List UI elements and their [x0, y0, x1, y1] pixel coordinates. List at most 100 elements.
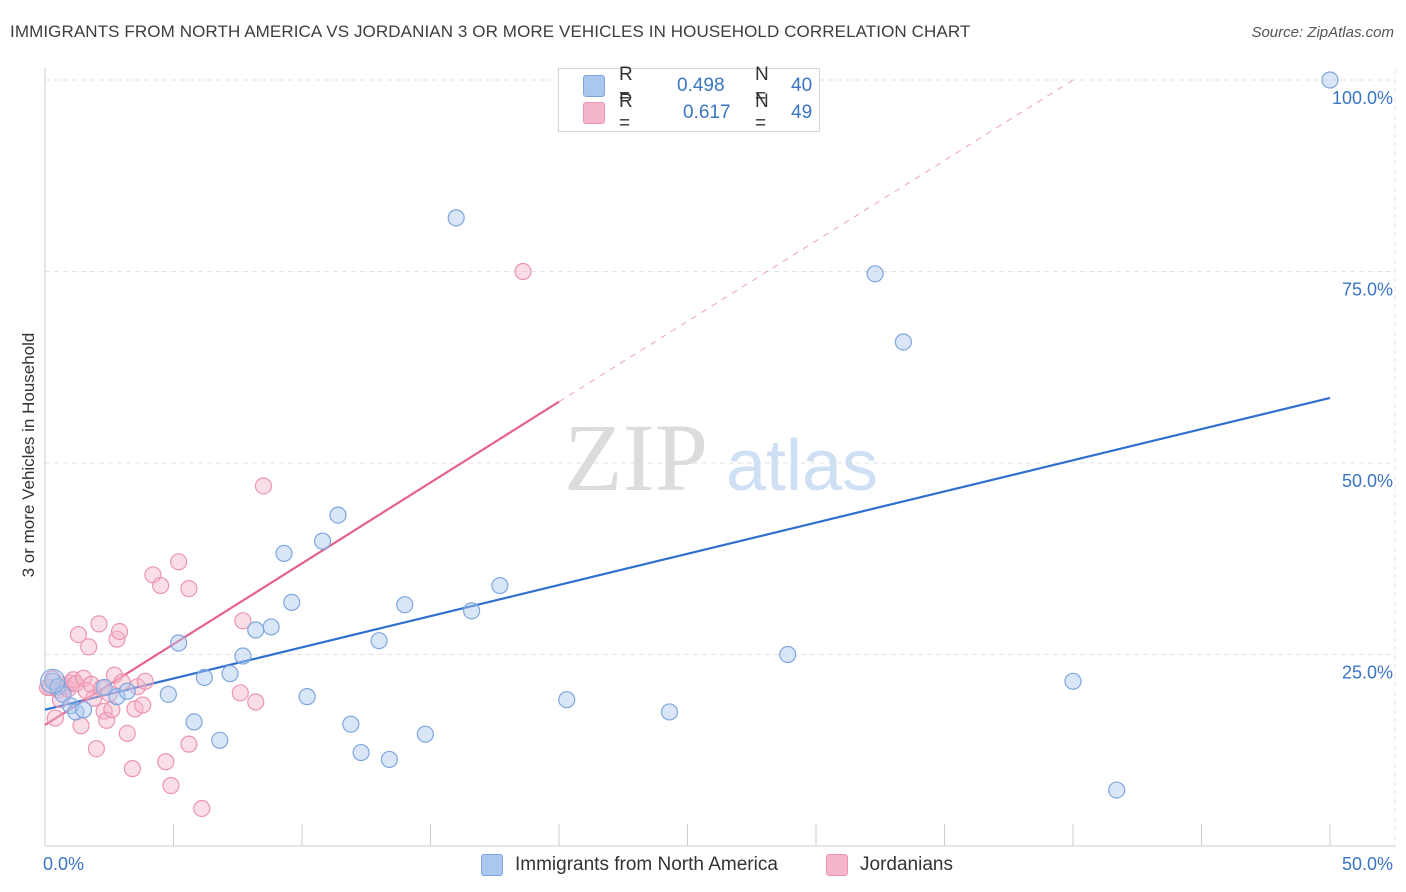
legend-label: Jordanians [860, 854, 953, 875]
north-america-point [159, 685, 177, 703]
north-america-point [779, 645, 797, 664]
jordanian-point [69, 625, 88, 644]
pink-swatch [583, 102, 605, 124]
jordanian-point [134, 696, 152, 714]
n-label: N = [755, 91, 769, 134]
blue-swatch [481, 854, 503, 876]
jordanian-point [180, 580, 198, 598]
stats-legend: R = 0.498 N = 40 R = 0.617 N = 49 [558, 64, 820, 134]
jordanian-point [514, 262, 532, 281]
jordanian-point [136, 672, 154, 690]
y-tick-label: 25.0% [1342, 663, 1393, 683]
jordanian-point [87, 740, 106, 758]
x-tick-label: 50.0% [1342, 854, 1393, 874]
north-america-point [108, 688, 126, 706]
north-america-point [1064, 672, 1082, 690]
jordanian-point [234, 612, 252, 630]
north-america-point [416, 725, 434, 743]
north-america-point [396, 596, 414, 614]
north-america-point [283, 593, 301, 612]
north-america-point [211, 731, 229, 749]
source-label: Source: ZipAtlas.com [1251, 24, 1394, 41]
legend-item-north-america[interactable]: Immigrants from North America [481, 852, 778, 878]
y-tick-label: 50.0% [1342, 471, 1393, 491]
jordanian-point [110, 622, 129, 641]
legend-item-jordanians[interactable]: Jordanians [826, 852, 953, 878]
jordanian-point [180, 735, 198, 753]
jordanian-point [118, 724, 136, 742]
jordanian-point [123, 760, 141, 778]
n-value: 49 [791, 102, 813, 123]
north-america-point [558, 691, 576, 709]
north-america-point [660, 703, 679, 721]
north-america-point [95, 678, 113, 697]
north-america-point [195, 668, 213, 687]
watermark-zip: ZIP [564, 404, 708, 511]
r-value: 0.617 [683, 102, 731, 123]
north-america-point [894, 333, 912, 351]
north-america-point [1321, 71, 1339, 89]
y-tick-label: 75.0% [1342, 280, 1393, 300]
jordanian-point [193, 799, 211, 818]
north-america-point [463, 602, 481, 620]
north-america-point [370, 632, 388, 650]
north-america-point [491, 576, 509, 595]
north-america-point [447, 209, 465, 227]
jordanian-point [231, 684, 249, 702]
north-america-point [866, 265, 884, 283]
pink-swatch [826, 854, 848, 876]
north-america-point [329, 506, 347, 524]
x-tick-label: 0.0% [43, 854, 84, 874]
jordanian-point [157, 753, 175, 771]
axes [44, 68, 1395, 847]
grid-lines [45, 70, 1396, 846]
watermark: ZIP atlas [564, 404, 878, 511]
north-america-point [40, 668, 66, 694]
jordanian-trend-extension [558, 79, 1074, 403]
jordanian-point [254, 477, 273, 495]
jordanian-point [80, 638, 98, 656]
north-america-point [118, 682, 136, 700]
n-label: N = [755, 64, 769, 107]
north-america-point [185, 713, 203, 731]
r-label: R = [619, 91, 633, 134]
data-points [38, 71, 1339, 818]
jordanian-point [162, 776, 180, 795]
y-axis-label: 3 or more Vehicles in Household [19, 333, 38, 578]
north-america-point [298, 688, 316, 706]
north-america-point [170, 634, 188, 652]
north-america-point [247, 621, 265, 639]
watermark-atlas: atlas [726, 426, 878, 506]
north-america-point [313, 532, 332, 550]
jordanian-point [98, 711, 116, 729]
jordanian-trend-line [44, 400, 560, 726]
north-america-point [1108, 781, 1126, 799]
jordanian-point [90, 615, 108, 633]
north-america-point [352, 743, 370, 762]
jordanian-point [152, 576, 170, 595]
jordanian-point [126, 700, 144, 718]
jordanian-point [103, 701, 121, 719]
n-value: 40 [791, 75, 813, 96]
north-america-point [380, 750, 398, 769]
jordanian-point [82, 675, 100, 693]
series-legend: Immigrants from North America Jordanians [0, 852, 1406, 878]
tick-labels: 25.0% 50.0% 75.0% 100.0% 0.0% 50.0% [43, 88, 1393, 874]
blue-swatch [583, 75, 605, 97]
jordanian-point [46, 709, 64, 727]
trend-lines [44, 79, 1331, 726]
north-america-point [275, 544, 293, 562]
north-america-point [234, 647, 252, 665]
r-label: R = [619, 64, 633, 107]
north-america-trend-line [44, 396, 1331, 711]
jordanian-point [170, 553, 188, 571]
r-value: 0.498 [677, 75, 725, 96]
north-america-point [342, 715, 360, 733]
north-america-point [262, 618, 280, 636]
y-tick-label: 100.0% [1332, 88, 1393, 108]
north-america-point [221, 665, 239, 683]
jordanian-point [247, 693, 265, 711]
legend-label: Immigrants from North America [515, 854, 778, 875]
chart-title: IMMIGRANTS FROM NORTH AMERICA VS JORDANI… [10, 22, 971, 41]
